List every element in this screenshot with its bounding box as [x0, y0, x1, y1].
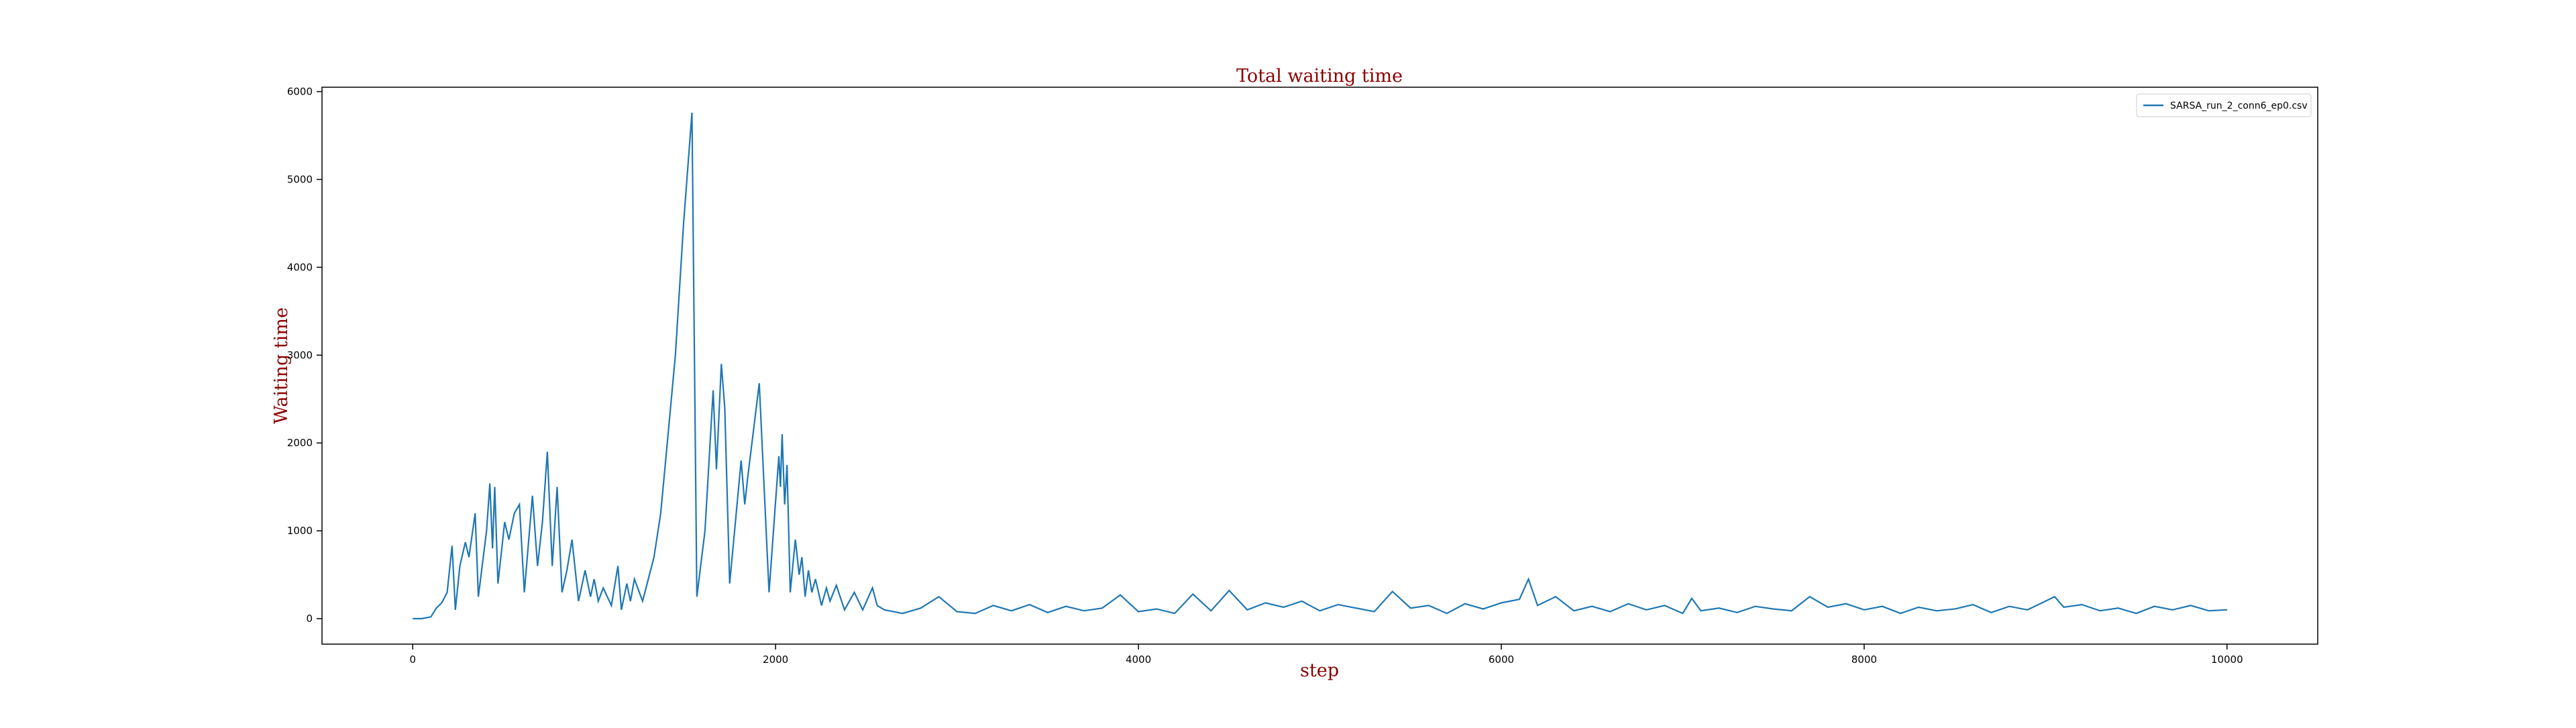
y-axis-label: Waiting time	[271, 307, 292, 424]
y-tick-label: 0	[306, 613, 313, 625]
x-tick-label: 0	[409, 654, 416, 666]
x-tick-label: 2000	[763, 654, 788, 666]
x-tick-label: 10000	[2211, 654, 2243, 666]
y-tick-label: 6000	[287, 86, 313, 98]
x-tick-label: 4000	[1126, 654, 1151, 666]
x-tick-label: 8000	[1851, 654, 1877, 666]
y-tick-label: 5000	[287, 173, 313, 185]
y-tick-label: 2000	[287, 437, 313, 449]
x-tick-label: 6000	[1489, 654, 1514, 666]
plot-frame	[321, 87, 2318, 645]
legend-label: SARSA_run_2_conn6_ep0.csv	[2170, 101, 2308, 111]
y-tick-label: 3000	[287, 349, 313, 361]
chart-title: Total waiting time	[1236, 66, 1403, 87]
legend-box	[2136, 93, 2312, 117]
y-tick-label: 4000	[287, 261, 313, 273]
y-tick-label: 1000	[287, 525, 313, 537]
x-axis-label: step	[1300, 660, 1339, 681]
data-line	[413, 112, 2227, 620]
